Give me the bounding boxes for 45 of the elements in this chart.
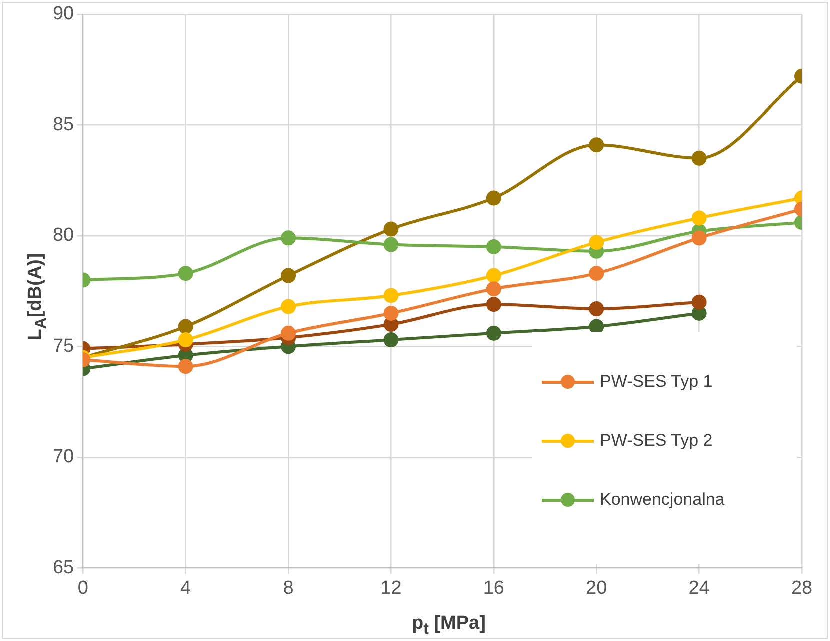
legend-label: PW-SES Typ 1	[600, 372, 713, 392]
point	[486, 326, 502, 341]
point	[589, 235, 604, 250]
point	[486, 239, 502, 254]
point	[281, 299, 296, 314]
point	[486, 297, 502, 312]
y-tick-label: 70	[52, 446, 74, 468]
point	[178, 319, 194, 334]
x-tick-label: 4	[180, 578, 192, 599]
y-tick-label: 75	[52, 336, 74, 357]
x-tick-label: 16	[483, 578, 504, 599]
point	[384, 306, 399, 321]
point	[384, 237, 399, 252]
point	[384, 332, 399, 348]
point	[692, 150, 707, 166]
x-tick-label: 20	[586, 578, 608, 599]
x-tick-label: 12	[380, 578, 402, 599]
point	[178, 359, 194, 374]
x-tick-label: 0	[78, 578, 88, 599]
y-tick-label: 90	[52, 4, 74, 25]
point	[692, 230, 707, 246]
point	[486, 268, 502, 284]
point	[178, 332, 194, 348]
point	[589, 138, 604, 153]
point	[281, 230, 296, 246]
x-tick-label: 8	[283, 578, 294, 599]
y-tick-label: 65	[52, 557, 74, 578]
point	[384, 222, 399, 237]
point	[692, 210, 707, 226]
x-axis-title: p$_{t}$ [MPa]	[412, 613, 486, 639]
legend-label: PW-SES Typ 2	[600, 431, 713, 451]
point	[178, 266, 194, 282]
point	[281, 326, 296, 341]
point	[281, 268, 296, 284]
point	[589, 302, 604, 317]
legend-label: Konwencjonalna	[600, 490, 725, 510]
point	[589, 266, 604, 282]
point	[486, 282, 502, 297]
y-tick-label: 85	[52, 114, 74, 136]
point	[384, 288, 399, 304]
point	[692, 294, 707, 310]
y-tick-label: 80	[52, 225, 74, 246]
point	[486, 190, 502, 206]
x-tick-label: 24	[688, 578, 710, 599]
x-tick-label: 28	[791, 578, 813, 599]
